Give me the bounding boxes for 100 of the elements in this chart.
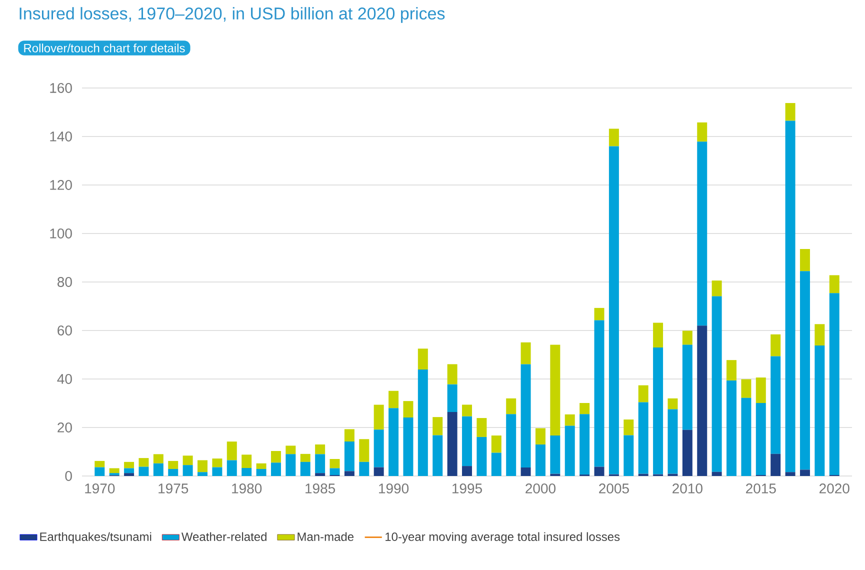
chart-subtitle: Rollover/touch chart for details — [24, 44, 185, 52]
bar — [520, 364, 531, 468]
bar — [462, 404, 472, 416]
bar — [580, 402, 590, 414]
bar — [242, 454, 252, 468]
bar — [814, 346, 825, 476]
y-tick-label: 20 — [58, 422, 72, 432]
bar — [800, 249, 810, 272]
bar — [94, 460, 105, 468]
bar — [800, 470, 810, 476]
bar — [726, 360, 736, 380]
bar — [712, 472, 722, 476]
x-tick-label: 2005 — [599, 484, 629, 494]
chart-title: Insured losses, 1970–2020, in USD billion at 2020 prices — [20, 7, 445, 23]
y-tick-label: 160 — [50, 83, 72, 93]
bar — [359, 439, 370, 462]
bar — [124, 473, 134, 476]
bar — [520, 468, 531, 476]
bar — [286, 454, 296, 476]
bar — [594, 466, 604, 476]
bar — [491, 452, 502, 476]
bar — [182, 465, 193, 476]
bar — [315, 444, 326, 454]
bar — [182, 456, 193, 466]
bar — [447, 384, 458, 412]
bar — [829, 293, 840, 476]
y-tick-label: 100 — [50, 228, 72, 238]
bar — [212, 467, 222, 476]
bar — [226, 442, 237, 460]
bar — [550, 344, 560, 436]
bar — [270, 451, 281, 463]
bar — [462, 466, 472, 476]
bar — [785, 472, 796, 476]
bar — [682, 430, 692, 476]
y-tick-label: 40 — [57, 374, 72, 384]
bar — [712, 280, 722, 296]
bar — [800, 271, 810, 470]
bar — [374, 404, 384, 430]
bar — [94, 467, 105, 476]
y-tick-label: 140 — [50, 132, 72, 142]
bar — [476, 436, 487, 476]
bar — [315, 473, 326, 476]
bar — [682, 330, 692, 345]
bar — [168, 460, 178, 469]
x-tick-label: 2010 — [672, 484, 702, 494]
bar — [418, 370, 428, 476]
bar — [564, 426, 575, 476]
bar — [741, 398, 752, 476]
bar — [226, 460, 237, 476]
legend-label: Weather-related — [181, 532, 266, 541]
bar — [520, 342, 531, 364]
bar — [814, 324, 825, 346]
x-tick-label: 1970 — [85, 484, 115, 494]
bar — [242, 468, 252, 476]
bar — [608, 128, 619, 146]
bar — [109, 468, 120, 474]
x-tick-label: 2015 — [746, 484, 776, 494]
legend-label: 10-year moving average total insured losses — [386, 532, 620, 544]
bar — [212, 458, 222, 468]
bar — [535, 444, 546, 476]
bar — [138, 466, 149, 476]
bar — [124, 468, 134, 474]
bar — [624, 419, 634, 436]
bar — [198, 460, 208, 472]
bar — [770, 334, 781, 356]
x-tick-label: 2000 — [526, 484, 556, 494]
bar — [668, 409, 678, 474]
bar — [153, 463, 164, 476]
bar — [594, 308, 604, 320]
bar — [770, 454, 781, 476]
bar — [697, 122, 708, 142]
bar — [432, 435, 443, 476]
bar — [432, 417, 443, 436]
bar — [653, 322, 664, 348]
y-tick-label: 80 — [58, 277, 72, 287]
bar — [564, 414, 575, 426]
bar — [756, 378, 766, 403]
bar — [300, 454, 310, 462]
bar — [506, 398, 516, 414]
bar — [476, 418, 487, 437]
bar — [491, 435, 502, 453]
bar — [374, 467, 384, 476]
x-tick-label: 1990 — [379, 484, 409, 494]
bar — [270, 462, 281, 476]
bar — [741, 379, 752, 398]
bar — [256, 463, 266, 469]
bar — [785, 103, 796, 121]
x-tick-label: 1985 — [306, 484, 336, 494]
bar — [168, 468, 178, 476]
bar — [388, 408, 399, 476]
y-tick-label: 120 — [50, 180, 72, 190]
bar — [638, 385, 648, 402]
bar — [638, 402, 648, 474]
bar — [697, 142, 708, 326]
bar — [535, 428, 546, 444]
bar — [256, 468, 266, 476]
bar — [712, 296, 722, 472]
legend-label: Man-made — [298, 532, 354, 541]
y-tick-label: 60 — [58, 326, 72, 336]
bar — [770, 356, 781, 454]
